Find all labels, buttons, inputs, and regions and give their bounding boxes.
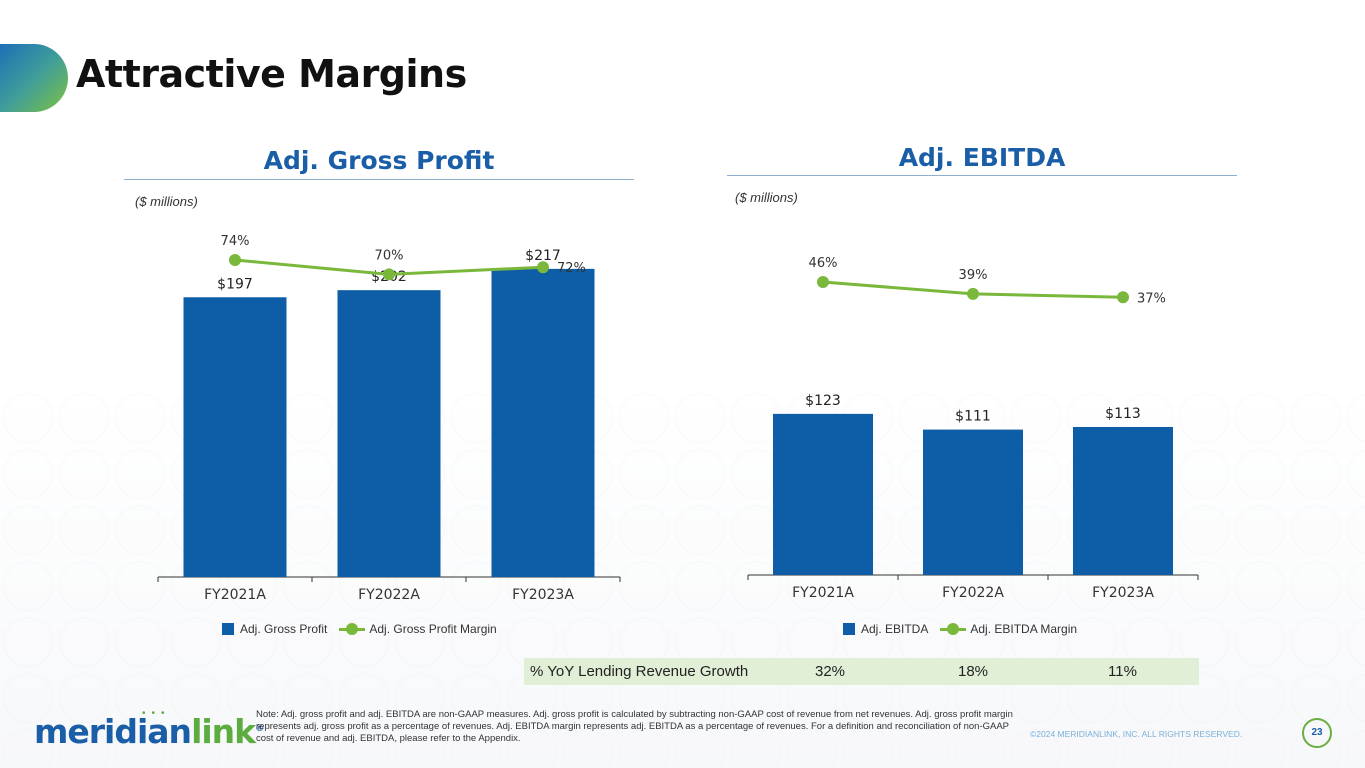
bar-value-label: $217 — [525, 248, 561, 264]
bar — [183, 297, 287, 577]
legend-line-swatch — [339, 623, 366, 635]
lending-growth-label: % YoY Lending Revenue Growth — [530, 663, 749, 680]
margin-point — [537, 261, 549, 274]
margin-point — [817, 276, 829, 288]
bar — [1073, 426, 1173, 575]
logo-part-meridian: meridian — [34, 712, 192, 751]
margin-value-label: 46% — [809, 256, 838, 271]
gross-profit-units-label: ($ millions) — [135, 194, 198, 209]
gross-profit-title-rule — [124, 179, 634, 180]
footnote: Note: Adj. gross profit and adj. EBITDA … — [256, 709, 1013, 744]
ebitda-title-rule — [727, 175, 1237, 176]
bar — [337, 290, 441, 577]
legend-line-label: Adj. Gross Profit Margin — [369, 622, 497, 636]
x-tick-label: FY2021A — [792, 585, 854, 601]
margin-value-label: 70% — [375, 248, 404, 263]
bar — [773, 413, 873, 575]
logo-dots: ••• — [142, 708, 171, 719]
bar — [491, 268, 595, 577]
lending-growth-row: % YoY Lending Revenue Growth 32% 18% 11% — [524, 658, 1199, 685]
legend-bar-label: Adj. Gross Profit — [240, 622, 328, 636]
bar-value-label: $113 — [1105, 406, 1141, 422]
page-title: Attractive Margins — [76, 52, 467, 96]
margin-value-label: 74% — [221, 234, 250, 249]
lending-growth-fy2021: 32% — [815, 663, 846, 680]
x-tick-label: FY2023A — [512, 587, 574, 603]
bar-value-label: $197 — [217, 276, 253, 292]
logo-part-link: link — [191, 712, 256, 751]
margin-point — [1117, 291, 1129, 304]
legend-line-swatch — [940, 623, 967, 635]
legend-bar-label: Adj. EBITDA — [861, 622, 929, 636]
x-tick-label: FY2022A — [942, 585, 1004, 601]
ebitda-chart-title: Adj. EBITDA — [898, 143, 1066, 172]
bar-value-label: $111 — [955, 409, 991, 425]
x-tick-label: FY2023A — [1092, 585, 1154, 601]
title-accent-shape — [0, 44, 68, 112]
lending-growth-fy2023: 11% — [1108, 663, 1137, 680]
margin-point — [967, 287, 979, 300]
margin-value-label: 39% — [959, 268, 988, 283]
bar — [923, 429, 1023, 575]
gross-profit-chart-title: Adj. Gross Profit — [263, 146, 495, 175]
margin-value-label: 37% — [1137, 291, 1166, 306]
x-tick-label: FY2022A — [358, 587, 420, 603]
legend-bar-swatch — [222, 623, 234, 635]
page-number: 23 — [1302, 718, 1332, 748]
legend-bar-swatch — [843, 623, 855, 635]
margin-value-label: 72% — [557, 261, 586, 276]
ebitda-legend: Adj. EBITDA Adj. EBITDA Margin — [843, 622, 1077, 636]
bar-value-label: $123 — [805, 393, 841, 409]
copyright: ©2024 MERIDIANLINK, INC. ALL RIGHTS RESE… — [1030, 729, 1243, 739]
logo-trademark: ® — [255, 724, 264, 734]
margin-point — [229, 254, 241, 266]
ebitda-units-label: ($ millions) — [735, 190, 798, 205]
x-tick-label: FY2021A — [204, 587, 266, 603]
lending-growth-fy2022: 18% — [958, 663, 989, 680]
legend-line-label: Adj. EBITDA Margin — [970, 622, 1078, 636]
meridianlink-logo: ••• meridianlink® — [34, 708, 264, 751]
margin-point — [383, 268, 395, 281]
gross-profit-legend: Adj. Gross Profit Adj. Gross Profit Marg… — [222, 622, 497, 636]
